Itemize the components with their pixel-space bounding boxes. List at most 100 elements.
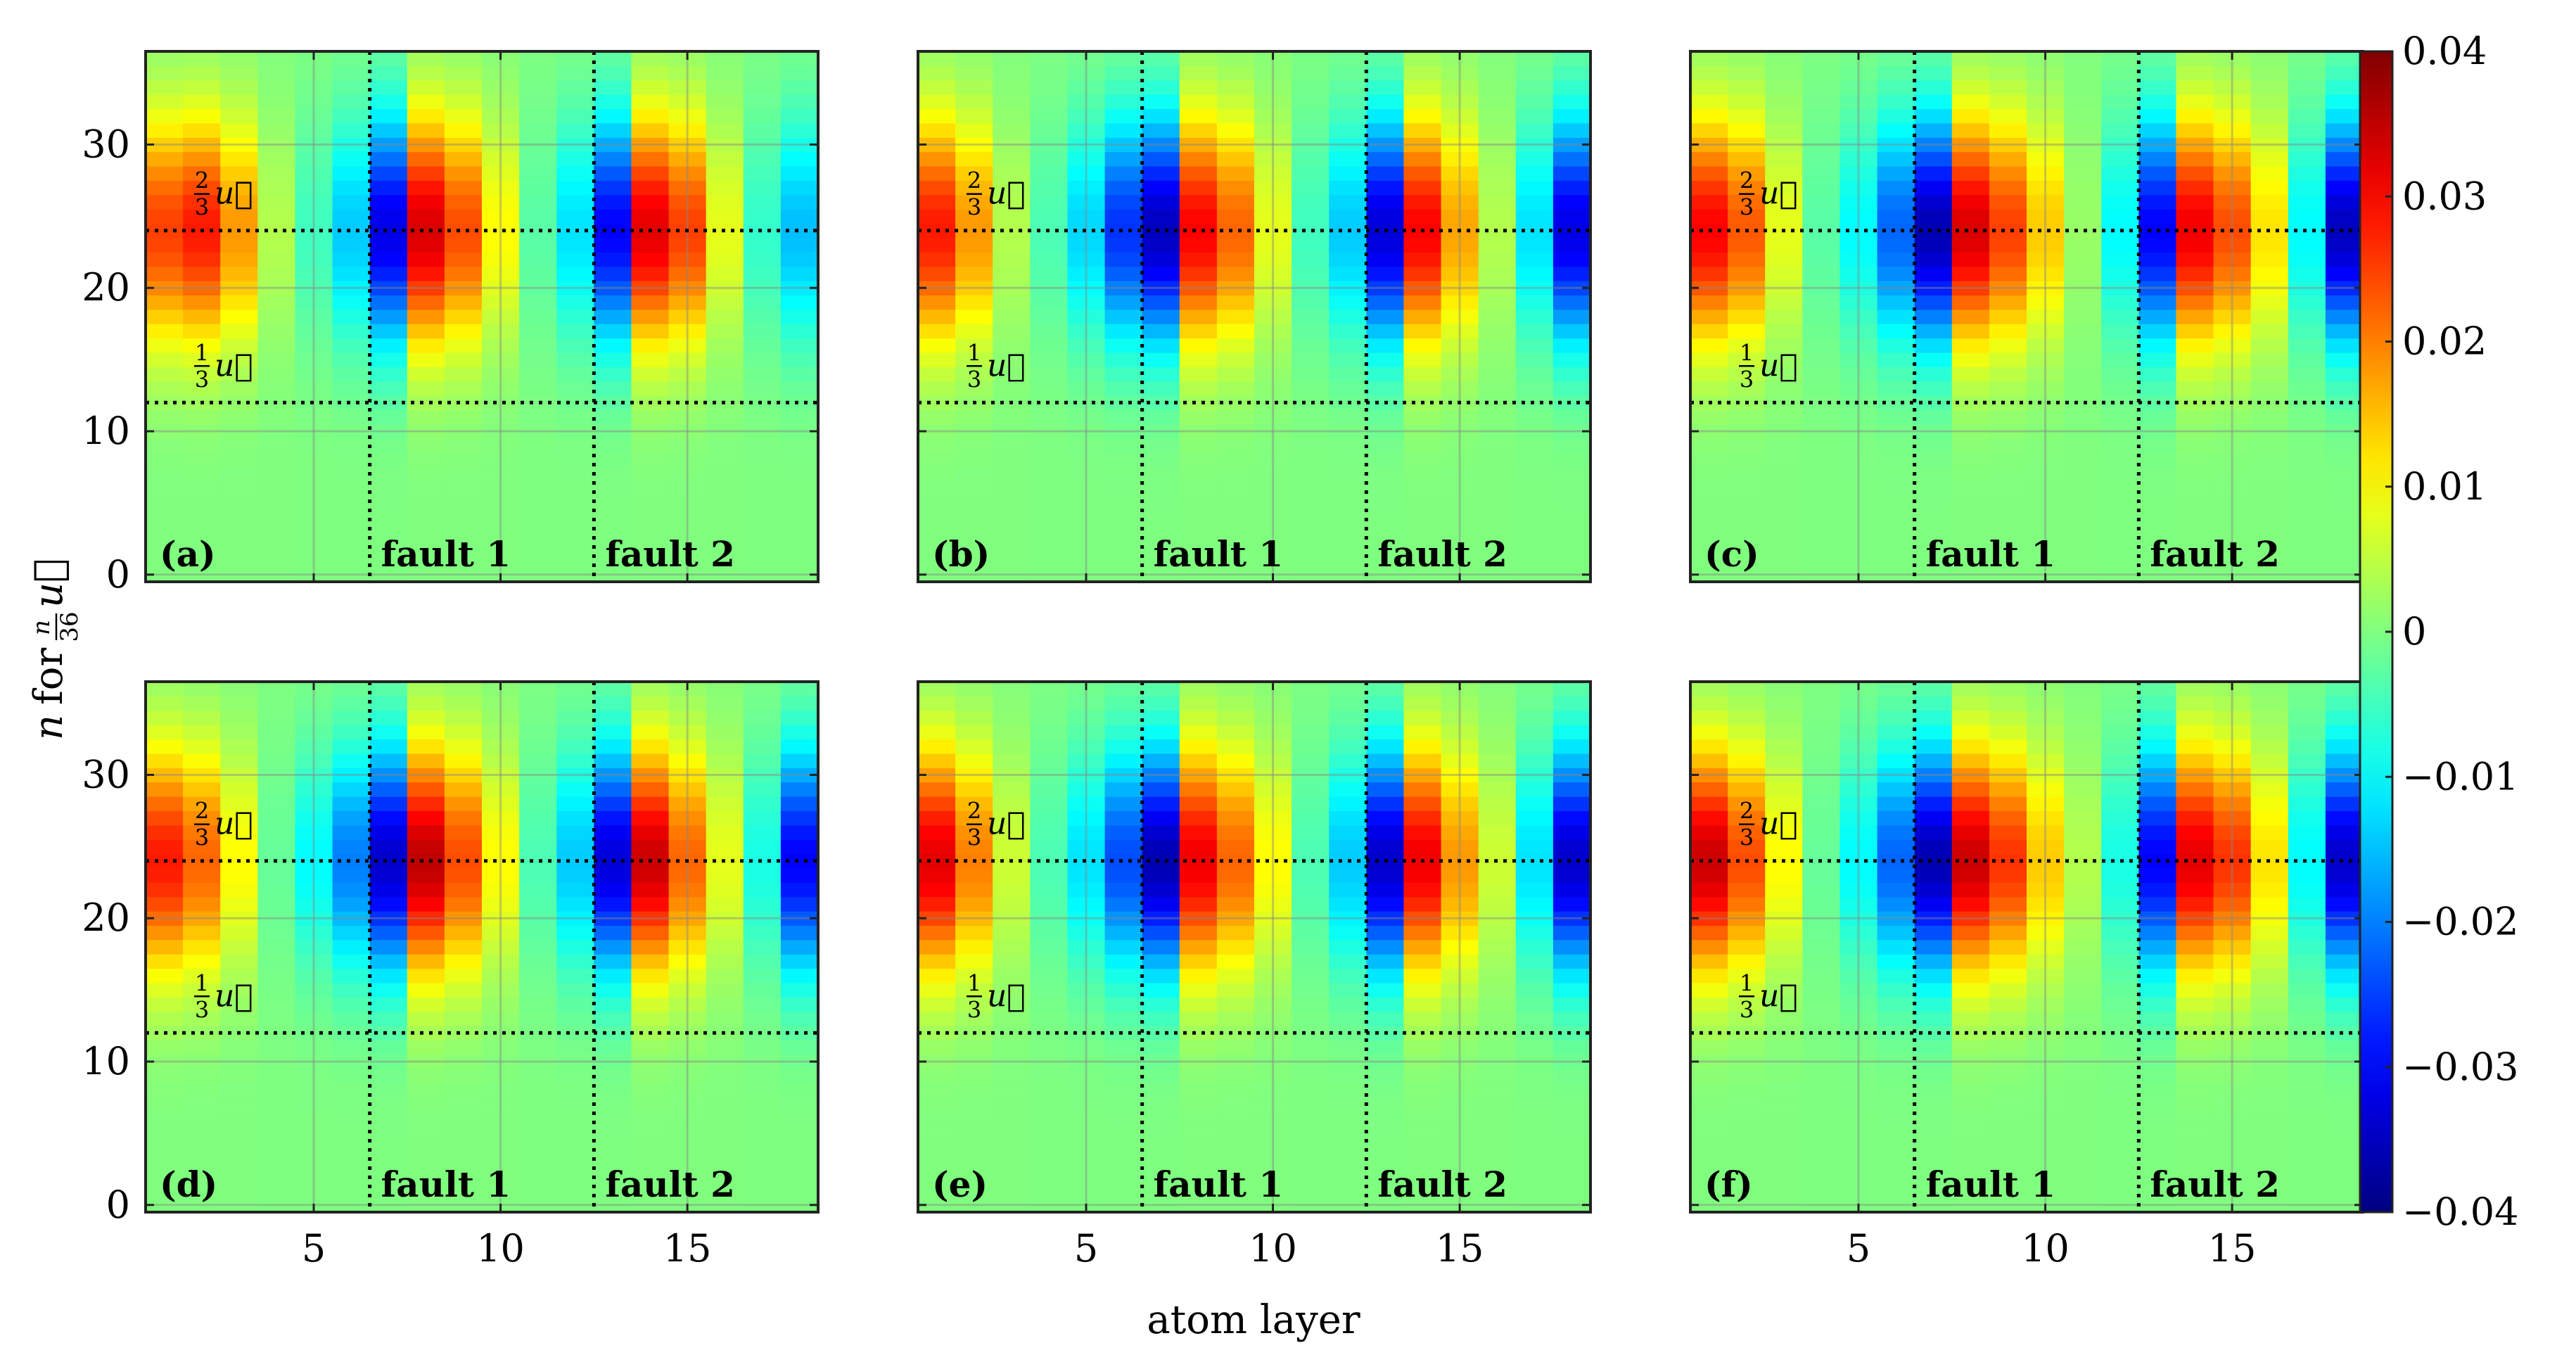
heat-cell	[668, 409, 707, 425]
heat-cell	[257, 839, 296, 855]
heat-cell	[1254, 409, 1292, 425]
heat-cell	[631, 324, 670, 339]
heat-cell	[1142, 796, 1180, 812]
heat-cell	[519, 309, 557, 324]
heat-cell	[1104, 954, 1143, 969]
heat-cell	[2138, 137, 2177, 153]
heat-cell	[780, 1011, 819, 1026]
heat-cell	[1728, 352, 1766, 367]
heat-cell	[444, 324, 483, 339]
heat-cell	[1877, 338, 1915, 353]
heat-cell	[369, 1040, 408, 1055]
heat-cell	[556, 481, 594, 497]
heat-cell	[1690, 65, 1728, 81]
heat-cell	[743, 810, 782, 826]
heat-cell	[1552, 896, 1591, 912]
heat-cell	[1216, 51, 1255, 66]
heat-cell	[220, 409, 258, 425]
colorbar-tick-label: −0.02	[2402, 900, 2518, 944]
heat-cell	[1802, 466, 1841, 482]
heat-cell	[1030, 1169, 1069, 1184]
heat-cell	[1441, 194, 1479, 210]
heat-cell	[1329, 867, 1367, 883]
heat-cell	[780, 194, 819, 210]
heat-cell	[1951, 381, 1990, 396]
heat-cell	[257, 122, 296, 138]
heat-cell	[1104, 338, 1143, 353]
heat-cell	[706, 1069, 744, 1084]
heat-cell	[1951, 352, 1990, 367]
heat-cell	[2064, 295, 2102, 310]
heat-cell	[1142, 925, 1180, 941]
heat-cell	[706, 538, 744, 554]
heat-cell	[332, 194, 371, 210]
heat-cell	[743, 438, 782, 454]
heat-cell	[1951, 281, 1990, 296]
heat-cell	[1292, 1040, 1330, 1055]
heat-cell	[1802, 151, 1841, 167]
heat-cell	[1690, 1126, 1728, 1141]
y-tick-label: 10	[82, 1039, 130, 1083]
heat-cell	[1104, 395, 1143, 411]
heat-cell	[519, 1040, 557, 1055]
heat-cell	[183, 438, 221, 454]
heat-cell	[1292, 338, 1330, 353]
heat-cell	[1765, 424, 1803, 439]
fraction-vec: u⃗	[987, 348, 1026, 383]
heat-cell	[1515, 1112, 1554, 1127]
heat-cell	[556, 782, 594, 797]
heat-cell	[369, 452, 408, 468]
heat-cell	[519, 682, 557, 696]
heat-cell	[1989, 710, 2027, 725]
heat-cell	[2101, 954, 2139, 969]
heat-cell	[706, 710, 744, 725]
heat-cell	[780, 867, 819, 883]
heat-cell	[1329, 553, 1367, 568]
heat-cell	[369, 166, 408, 182]
heat-cell	[743, 381, 782, 396]
heat-cell	[407, 1069, 445, 1084]
heat-cell	[369, 252, 408, 267]
heat-cell	[2250, 1126, 2289, 1141]
heat-cell	[369, 896, 408, 912]
heat-cell	[1478, 1097, 1517, 1112]
heat-cell	[2027, 538, 2065, 554]
heat-cell	[295, 424, 333, 439]
heat-cell	[594, 567, 632, 582]
heat-cell	[1914, 867, 1953, 883]
heat-cell	[1989, 151, 2027, 167]
heat-cell	[444, 1011, 483, 1026]
heat-cell	[1104, 409, 1143, 425]
heat-cell	[993, 782, 1031, 797]
heat-cell	[332, 796, 371, 812]
heat-cell	[1690, 122, 1728, 138]
heat-cell	[2027, 108, 2065, 124]
heat-cell	[444, 725, 483, 740]
heat-cell	[1802, 266, 1841, 281]
heat-cell	[2064, 1112, 2102, 1127]
heat-cell	[743, 939, 782, 955]
heat-cell	[1839, 295, 1878, 310]
heat-cell	[2176, 409, 2214, 425]
heat-cell	[1765, 867, 1803, 883]
heat-cell	[1515, 968, 1554, 983]
heat-cell	[1292, 896, 1330, 912]
heat-cell	[2027, 266, 2065, 281]
heat-cell	[2288, 510, 2326, 526]
heat-cell	[1877, 739, 1915, 754]
heat-cell	[2064, 367, 2102, 382]
heat-cell	[1552, 925, 1591, 941]
heat-cell	[1478, 295, 1517, 310]
heat-cell	[1515, 1011, 1554, 1026]
heat-cell	[1030, 567, 1069, 582]
heat-cell	[780, 338, 819, 353]
heat-cell	[183, 252, 221, 267]
heat-cell	[780, 524, 819, 540]
heat-cell	[1179, 524, 1218, 540]
heat-cell	[332, 867, 371, 883]
heat-cell	[1254, 510, 1292, 526]
heat-cell	[444, 79, 483, 95]
heat-cell	[955, 1097, 993, 1112]
heat-cell	[257, 266, 296, 281]
heat-cell	[1216, 968, 1255, 983]
